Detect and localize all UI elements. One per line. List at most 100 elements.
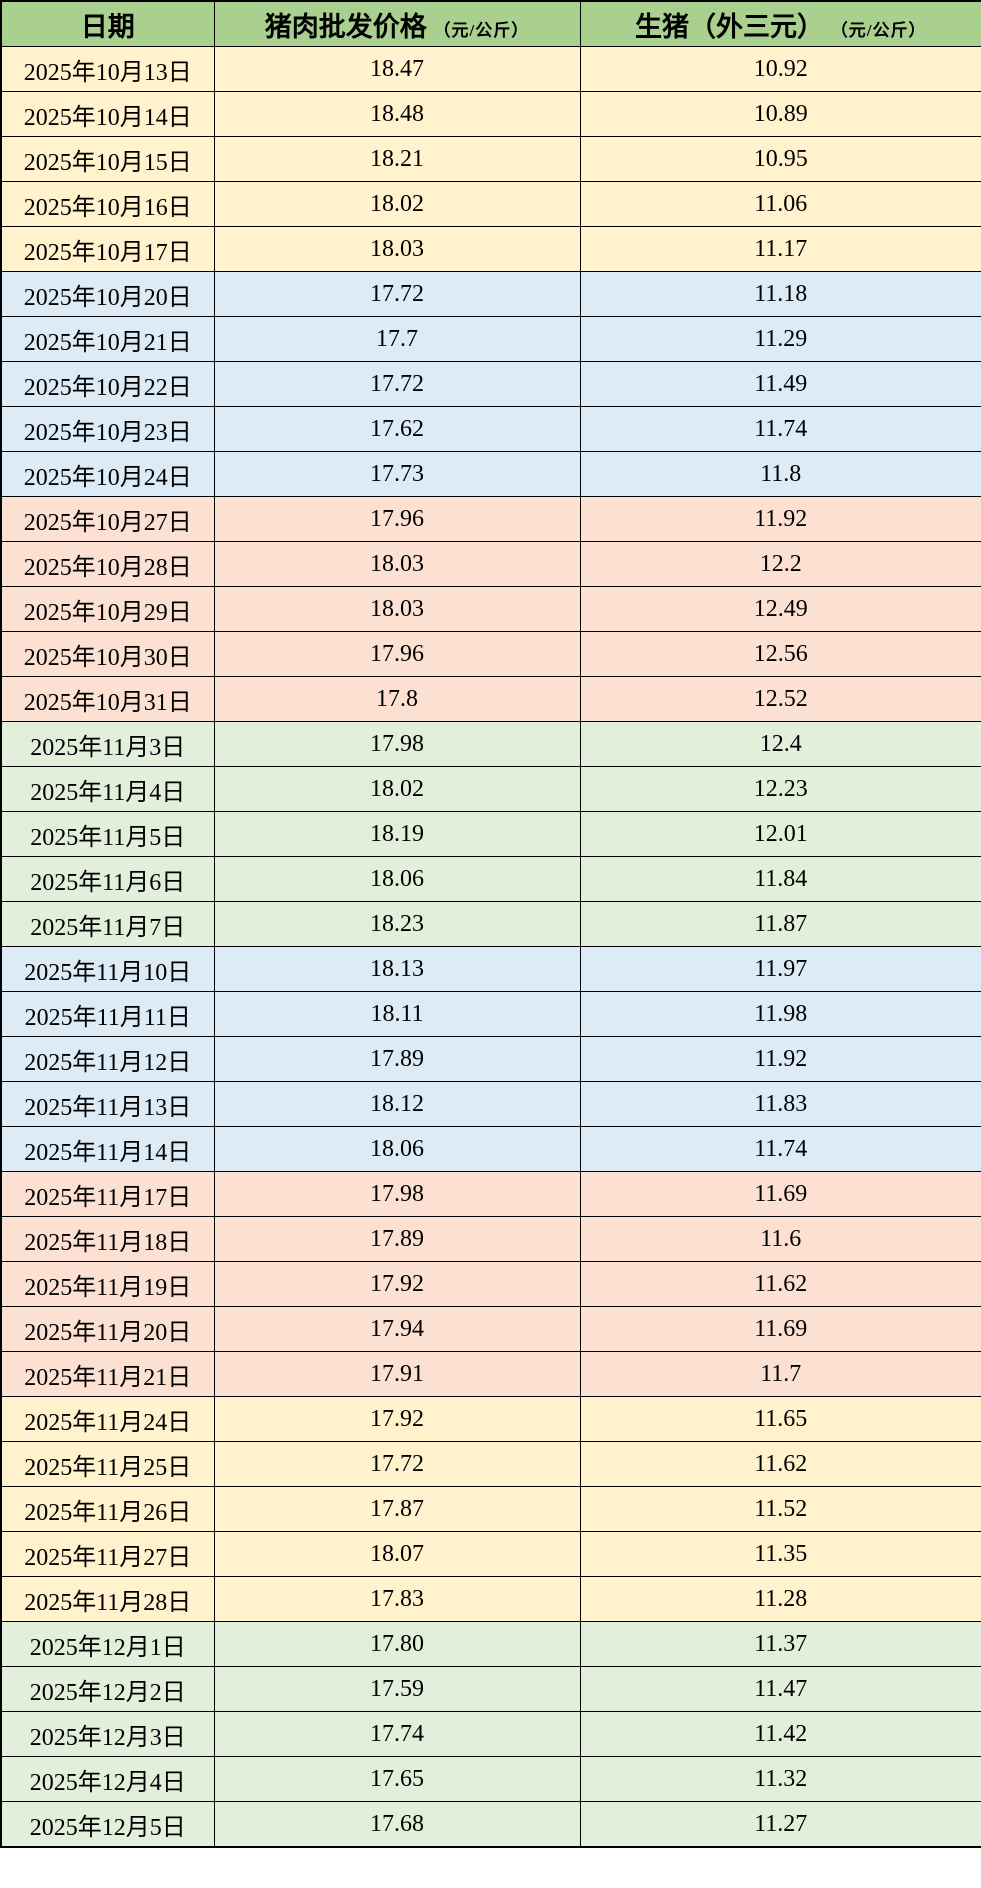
pork-price-cell: 17.98 (213, 1171, 581, 1217)
table-row: 2025年11月11日 18.11 11.98 (0, 991, 981, 1037)
table-row: 2025年11月10日 18.13 11.97 (0, 946, 981, 992)
hog-price-cell: 12.56 (579, 631, 981, 677)
pork-price-cell: 17.8 (213, 676, 581, 722)
hog-price-cell: 11.35 (579, 1531, 981, 1577)
pork-price-cell: 17.74 (213, 1711, 581, 1757)
hog-price-cell: 11.49 (579, 361, 981, 407)
pork-price-cell: 18.48 (213, 91, 581, 137)
table-row: 2025年11月26日 17.87 11.52 (0, 1486, 981, 1532)
table-row: 2025年12月5日 17.68 11.27 (0, 1801, 981, 1848)
table-row: 2025年10月23日 17.62 11.74 (0, 406, 981, 452)
table-row: 2025年11月4日 18.02 12.23 (0, 766, 981, 812)
pork-price-cell: 17.7 (213, 316, 581, 362)
hog-price-cell: 11.7 (579, 1351, 981, 1397)
hog-price-cell: 12.4 (579, 721, 981, 767)
table-header: 日期 猪肉批发价格 （元/公斤） 生猪（外三元） （元/公斤） (0, 0, 981, 47)
hog-price-cell: 11.42 (579, 1711, 981, 1757)
hog-price-cell: 11.83 (579, 1081, 981, 1127)
hog-price-cell: 11.92 (579, 496, 981, 542)
hog-price-cell: 12.49 (579, 586, 981, 632)
table-row: 2025年12月4日 17.65 11.32 (0, 1756, 981, 1802)
date-cell: 2025年11月5日 (0, 811, 215, 857)
date-cell: 2025年11月28日 (0, 1576, 215, 1622)
table-row: 2025年10月13日 18.47 10.92 (0, 46, 981, 92)
pork-price-cell: 18.07 (213, 1531, 581, 1577)
hog-price-cell: 11.52 (579, 1486, 981, 1532)
pork-price-cell: 17.83 (213, 1576, 581, 1622)
date-cell: 2025年10月29日 (0, 586, 215, 632)
table-row: 2025年11月17日 17.98 11.69 (0, 1171, 981, 1217)
table-row: 2025年11月20日 17.94 11.69 (0, 1306, 981, 1352)
header-row: 日期 猪肉批发价格 （元/公斤） 生猪（外三元） （元/公斤） (0, 0, 981, 47)
pork-price-cell: 17.94 (213, 1306, 581, 1352)
date-cell: 2025年10月14日 (0, 91, 215, 137)
date-cell: 2025年12月1日 (0, 1621, 215, 1667)
pork-price-table: 日期 猪肉批发价格 （元/公斤） 生猪（外三元） （元/公斤） 2025年10月… (0, 0, 981, 1848)
table-row: 2025年11月12日 17.89 11.92 (0, 1036, 981, 1082)
date-cell: 2025年10月15日 (0, 136, 215, 182)
pork-price-cell: 17.87 (213, 1486, 581, 1532)
header-cell-pork-price: 猪肉批发价格 （元/公斤） (213, 0, 581, 47)
pork-price-cell: 18.11 (213, 991, 581, 1037)
pork-price-cell: 17.98 (213, 721, 581, 767)
hog-price-cell: 11.69 (579, 1171, 981, 1217)
pork-price-cell: 17.96 (213, 496, 581, 542)
pork-price-cell: 17.68 (213, 1801, 581, 1848)
date-cell: 2025年11月12日 (0, 1036, 215, 1082)
pork-price-cell: 18.03 (213, 226, 581, 272)
pork-price-cell: 17.96 (213, 631, 581, 677)
pork-price-cell: 17.65 (213, 1756, 581, 1802)
table-row: 2025年11月13日 18.12 11.83 (0, 1081, 981, 1127)
pork-price-cell: 17.80 (213, 1621, 581, 1667)
table-row: 2025年10月29日 18.03 12.49 (0, 586, 981, 632)
hog-price-cell: 11.28 (579, 1576, 981, 1622)
table-row: 2025年11月3日 17.98 12.4 (0, 721, 981, 767)
table-body: 2025年10月13日 18.47 10.92 2025年10月14日 18.48 10.… (0, 46, 981, 1848)
hog-price-cell: 11.84 (579, 856, 981, 902)
date-cell: 2025年11月20日 (0, 1306, 215, 1352)
header-pork-label: 猪肉批发价格 (264, 11, 427, 42)
date-cell: 2025年10月27日 (0, 496, 215, 542)
date-cell: 2025年11月19日 (0, 1261, 215, 1307)
hog-price-cell: 10.89 (579, 91, 981, 137)
pork-price-cell: 17.92 (213, 1396, 581, 1442)
pork-price-cell: 18.12 (213, 1081, 581, 1127)
date-cell: 2025年10月16日 (0, 181, 215, 227)
date-cell: 2025年11月13日 (0, 1081, 215, 1127)
date-cell: 2025年10月17日 (0, 226, 215, 272)
hog-price-cell: 11.37 (579, 1621, 981, 1667)
date-cell: 2025年10月24日 (0, 451, 215, 497)
table-row: 2025年10月21日 17.7 11.29 (0, 316, 981, 362)
table-row: 2025年12月2日 17.59 11.47 (0, 1666, 981, 1712)
table-row: 2025年11月14日 18.06 11.74 (0, 1126, 981, 1172)
pork-price-cell: 18.06 (213, 1126, 581, 1172)
table-row: 2025年11月6日 18.06 11.84 (0, 856, 981, 902)
pork-price-cell: 17.92 (213, 1261, 581, 1307)
pork-price-cell: 17.91 (213, 1351, 581, 1397)
header-cell-hog-price: 生猪（外三元） （元/公斤） (579, 0, 981, 47)
pork-price-cell: 18.13 (213, 946, 581, 992)
pork-price-cell: 18.19 (213, 811, 581, 857)
hog-price-cell: 12.52 (579, 676, 981, 722)
table-row: 2025年10月28日 18.03 12.2 (0, 541, 981, 587)
header-hog-unit: （元/公斤） (830, 20, 927, 40)
date-cell: 2025年10月23日 (0, 406, 215, 452)
date-cell: 2025年11月11日 (0, 991, 215, 1037)
hog-price-cell: 11.47 (579, 1666, 981, 1712)
date-cell: 2025年10月22日 (0, 361, 215, 407)
hog-price-cell: 12.2 (579, 541, 981, 587)
hog-price-cell: 11.06 (579, 181, 981, 227)
hog-price-cell: 12.01 (579, 811, 981, 857)
header-date-label: 日期 (80, 11, 135, 42)
date-cell: 2025年11月24日 (0, 1396, 215, 1442)
table-row: 2025年12月1日 17.80 11.37 (0, 1621, 981, 1667)
date-cell: 2025年11月18日 (0, 1216, 215, 1262)
table-row: 2025年11月24日 17.92 11.65 (0, 1396, 981, 1442)
pork-price-cell: 17.72 (213, 271, 581, 317)
pork-price-cell: 17.89 (213, 1216, 581, 1262)
hog-price-cell: 11.87 (579, 901, 981, 947)
pork-price-cell: 17.62 (213, 406, 581, 452)
date-cell: 2025年11月21日 (0, 1351, 215, 1397)
date-cell: 2025年11月10日 (0, 946, 215, 992)
hog-price-cell: 11.74 (579, 1126, 981, 1172)
